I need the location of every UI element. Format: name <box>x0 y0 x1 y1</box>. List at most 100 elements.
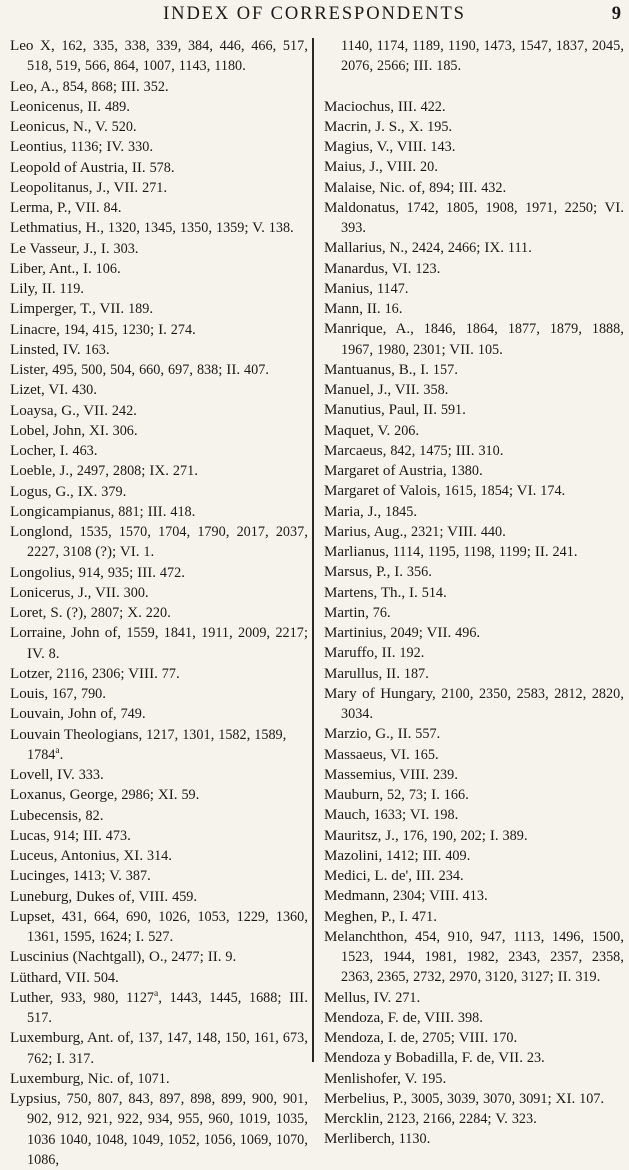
index-entry: Martinius, 2049; VII. 496. <box>324 625 481 641</box>
entry-number: 310 <box>478 442 500 459</box>
index-entry: Maius, J., VIII. 20. <box>324 159 439 176</box>
entry-number: 415 <box>92 321 114 338</box>
entry-volume: IX. <box>77 483 98 500</box>
entry-volume: I. <box>158 321 167 338</box>
index-entry: Mazolini, 1412; III. 409. <box>324 847 471 864</box>
entry-number: 914 <box>53 827 75 844</box>
entry-volume: III. <box>458 179 478 196</box>
entry-number: 1473 <box>483 38 512 54</box>
index-entry: Meghen, P., I. 471. <box>324 908 437 925</box>
entry-number: 517 <box>27 1010 49 1026</box>
entry-number: 198 <box>433 807 455 824</box>
entry-number: 591 <box>440 402 463 419</box>
entry-number: 1026 <box>158 908 187 925</box>
entry-volume: I. <box>135 929 145 945</box>
entry-volume: IV. <box>62 341 81 358</box>
entry-number: 138 <box>268 220 291 237</box>
entry-number: 23 <box>526 1050 542 1067</box>
entry-volume: III. <box>83 827 102 844</box>
entry-number: 471 <box>411 908 434 925</box>
entry-volume: VII. <box>394 382 420 398</box>
entry-number: 2343 <box>508 949 537 965</box>
index-entry: Leonicenus, II. 489. <box>10 98 130 115</box>
entry-number: 3070 <box>483 1090 512 1107</box>
entry-volume: XI. <box>89 422 109 439</box>
entry-number: 894 <box>429 179 451 196</box>
entry-number: 578 <box>149 159 171 176</box>
entry-number: 2424 <box>411 240 441 257</box>
index-page: INDEX OF CORRESPONDENTS 9 Leo X, 162, 33… <box>10 4 625 1168</box>
entry-number: 1982 <box>466 949 495 965</box>
entry-number: 2970 <box>449 969 478 986</box>
index-entry: Mallarius, N., 2424, 2466; IX. 111. <box>324 240 532 257</box>
entry-volume: III. <box>120 78 140 95</box>
entry-number: 2123 <box>386 1111 416 1127</box>
entry-number: 660 <box>139 362 161 378</box>
entry-number: 143 <box>430 139 452 155</box>
entry-volume: I. <box>56 1050 66 1067</box>
entry-number: 59 <box>181 787 196 804</box>
index-entry: Menlishofer, V. 195. <box>324 1070 447 1087</box>
entry-number: 517 <box>282 38 305 54</box>
entry-number: 1967 <box>341 341 370 358</box>
entry-number: 900 <box>252 1091 274 1107</box>
index-entry: Mendoza, F. de, VIII. 398. <box>324 1009 483 1026</box>
entry-number: 166 <box>443 787 466 803</box>
entry-number: 379 <box>101 483 123 500</box>
entry-number: 314 <box>146 848 169 864</box>
index-entry: Louvain Theologians, 1217, 1301, 1582, 1… <box>10 726 287 763</box>
entry-number: 790 <box>80 686 103 702</box>
entry-number: 1547 <box>519 38 548 54</box>
entry-number: 1790 <box>197 524 226 540</box>
entry-number: 1127 <box>126 989 155 1006</box>
entry-volume: VI. <box>409 807 430 824</box>
entry-number: 1199 <box>498 544 527 560</box>
entry-volume: V. <box>95 119 108 135</box>
entry-volume: II. <box>381 645 396 662</box>
entry-number: 1350 <box>179 220 209 237</box>
index-entry: Lupset, 431, 664, 690, 1026, 1053, 1229,… <box>10 908 308 945</box>
index-entry: Leo, A., 854, 868; III. 352. <box>10 78 169 95</box>
entry-number: 317 <box>69 1050 91 1067</box>
entry-number: 762 <box>27 1050 49 1067</box>
entry-number: 242 <box>111 402 134 419</box>
index-entry: Macrin, J. S., X. 195. <box>324 118 453 135</box>
entry-number: 393 <box>341 220 363 236</box>
index-entry: Merliberch, 1130. <box>324 1131 431 1148</box>
index-entry: Massaeus, VI. 165. <box>324 746 439 763</box>
index-entry: Lotzer, 2116, 2306; VIII. 77. <box>10 665 180 682</box>
index-entry: Maldonatus, 1742, 1805, 1908, 1971, 2250… <box>324 199 625 236</box>
entry-number: 413 <box>462 888 484 905</box>
entry-number: 518 <box>27 58 49 75</box>
index-entry: Manius, 1147. <box>324 280 409 297</box>
entry-number: 1845 <box>384 503 414 520</box>
entry-volume: VIII. <box>458 1030 489 1046</box>
section-gap <box>324 77 624 97</box>
entry-number: 2045 <box>591 38 621 54</box>
entry-number: 566 <box>84 58 107 75</box>
entry-number: 274 <box>170 321 193 338</box>
entry-number: 690 <box>126 908 148 925</box>
index-entry: Maquet, V. 206. <box>324 422 420 439</box>
index-entry: Loxanus, George, 2986; XI. 59. <box>10 787 200 804</box>
index-entry: Leonicus, N., V. 520. <box>10 119 137 135</box>
entry-volume: VI. <box>48 382 69 399</box>
entry-volume: VII. <box>113 179 139 196</box>
entry-number: 339 <box>156 38 178 54</box>
entry-volume: III. <box>137 564 157 581</box>
entry-volume: XI. <box>157 787 178 804</box>
entry-number: 1742 <box>406 199 435 216</box>
entry-number: 838 <box>196 362 219 378</box>
entry-number: 300 <box>123 584 145 601</box>
entry-volume: V. <box>376 139 390 155</box>
entry-number: 489 <box>104 98 127 115</box>
entry-number: 73 <box>408 787 424 803</box>
index-entry: Mann, II. 16. <box>324 301 403 317</box>
entry-number: 1475 <box>419 442 448 459</box>
entry-number: 1069 <box>239 1131 269 1148</box>
entry-number: 472 <box>159 564 182 581</box>
index-entry: Leo X, 162, 335, 338, 339, 384, 446, 466… <box>10 38 308 75</box>
entry-volume: I. <box>394 564 404 581</box>
entry-volume: I. <box>100 240 110 257</box>
entry-number: 1981 <box>424 949 453 965</box>
